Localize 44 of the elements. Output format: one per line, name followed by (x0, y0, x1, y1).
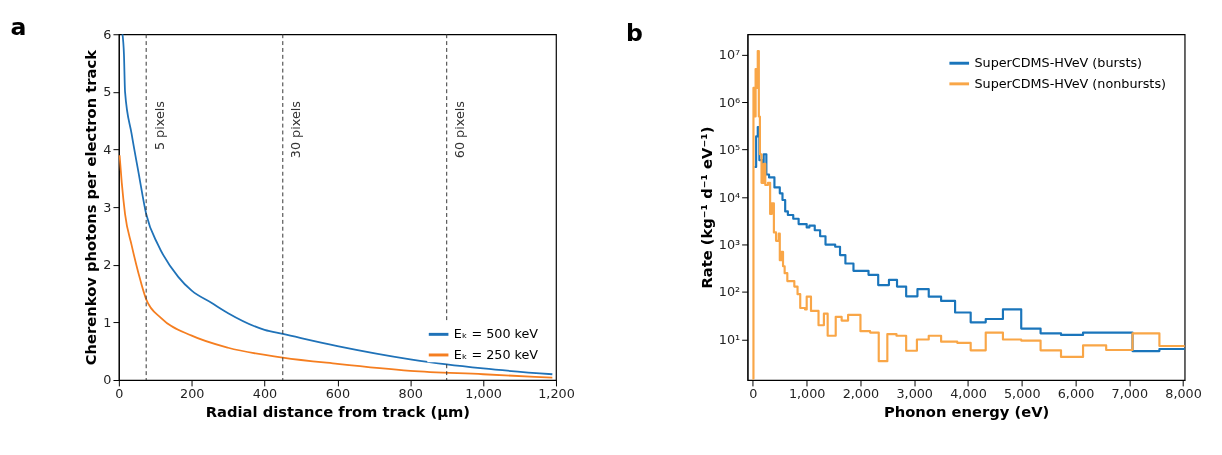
y-tick-label: 4 (103, 141, 112, 157)
y-tick-label: 10⁵ (718, 142, 741, 158)
ref-line-label: 5 pixels (151, 100, 167, 151)
x-tick-label: 1,200 (538, 386, 575, 402)
x-tick-label: 0 (749, 386, 758, 402)
x-tick-label: 8,000 (1165, 386, 1202, 402)
y-tick-label: 10⁶ (718, 94, 741, 110)
x-tick-label: 600 (325, 386, 351, 402)
y-axis-title: Cherenkov photons per electron track (82, 48, 100, 366)
x-tick-label: 400 (252, 386, 278, 402)
chart-title: a (10, 13, 27, 42)
y-tick-label: 3 (103, 199, 112, 215)
x-axis-title: Radial distance from track (µm) (205, 402, 471, 420)
x-tick-label: 4,000 (950, 386, 987, 402)
y-tick-label: 6 (103, 26, 112, 42)
y-tick-label: 0 (103, 372, 112, 388)
y-axis-title: Rate (kg⁻¹ d⁻¹ eV⁻¹) (697, 126, 715, 289)
y-tick-label: 1 (103, 314, 112, 330)
x-tick-label: 6,000 (1057, 386, 1095, 402)
y-tick-label: 10¹ (718, 331, 741, 347)
y-tick-label: 10³ (718, 236, 741, 252)
chart-title: b (625, 19, 643, 48)
x-tick-label: 2,000 (842, 386, 880, 402)
ref-line-label: 30 pixels (288, 100, 304, 159)
ref-line-label: 60 pixels (452, 100, 468, 159)
y-tick-label: 5 (103, 84, 112, 100)
x-tick-label: 1,000 (788, 386, 826, 402)
x-tick-label: 7,000 (1111, 386, 1149, 402)
legend-label: Eₖ = 250 keV (453, 346, 539, 362)
legend-label: SuperCDMS-HVeV (bursts) (974, 55, 1143, 71)
x-tick-label: 800 (398, 386, 423, 402)
x-axis-title: Phonon energy (eV) (883, 402, 1050, 420)
legend-label: SuperCDMS-HVeV (nonbursts) (974, 75, 1167, 91)
y-tick-label: 10⁷ (718, 47, 741, 63)
x-tick-label: 3,000 (896, 386, 933, 402)
x-tick-label: 5,000 (1003, 386, 1041, 402)
y-tick-label: 10⁴ (718, 189, 741, 205)
y-tick-label: 2 (103, 257, 112, 273)
legend-label: Eₖ = 500 keV (453, 326, 539, 342)
x-tick-label: 200 (180, 386, 205, 402)
x-tick-label: 0 (115, 386, 124, 402)
line-series (121, 33, 554, 376)
y-tick-label: 10² (718, 284, 741, 300)
x-tick-label: 1,000 (465, 386, 502, 402)
